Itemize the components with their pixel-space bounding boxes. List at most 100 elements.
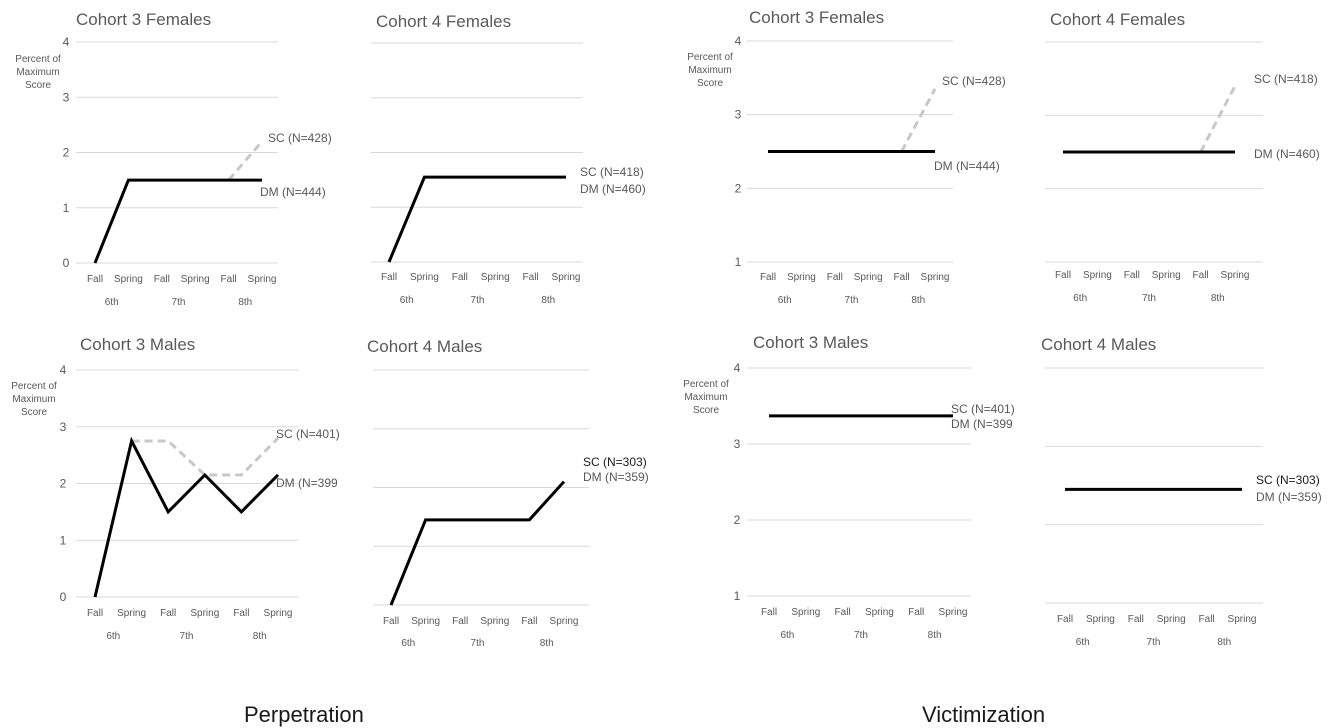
chart-title: Cohort 4 Females — [1050, 10, 1185, 29]
x-tick-label: Fall — [221, 274, 237, 285]
y-axis-label: Maximum — [12, 394, 55, 405]
x-tick-label: Fall — [233, 608, 249, 619]
y-axis-label: Score — [697, 78, 724, 89]
sc-series-line — [131, 437, 280, 477]
x-tick-label: Fall — [1055, 270, 1071, 281]
sc-series-line — [227, 140, 264, 182]
y-tick-label: 4 — [63, 35, 70, 49]
dm-series-label: DM (N=444) — [934, 159, 1000, 173]
chart-title: Cohort 3 Females — [749, 8, 884, 27]
grade-label: 8th — [541, 295, 555, 306]
x-tick-label: Fall — [835, 607, 851, 618]
x-tick-label: Fall — [160, 608, 176, 619]
x-tick-label: Fall — [381, 272, 397, 283]
x-tick-label: Spring — [1157, 614, 1186, 625]
x-tick-label: Fall — [1124, 270, 1140, 281]
sc-series-label: SC (N=401) — [276, 427, 340, 441]
x-tick-label: Fall — [908, 607, 924, 618]
grade-label: 8th — [1211, 293, 1225, 304]
x-tick-label: Spring — [939, 607, 968, 618]
y-axis-label: Score — [21, 407, 48, 418]
y-axis-label: Percent of — [15, 54, 61, 65]
grade-label: 6th — [778, 295, 792, 306]
grade-label: 8th — [928, 630, 942, 641]
x-tick-label: Fall — [1193, 270, 1209, 281]
x-tick-label: Spring — [921, 272, 950, 283]
x-tick-label: Spring — [787, 272, 816, 283]
sc-series-label: SC (N=303) — [1256, 473, 1320, 487]
x-tick-label: Spring — [1228, 614, 1257, 625]
dm-series-label: DM (N=444) — [260, 185, 326, 199]
x-tick-label: Fall — [894, 272, 910, 283]
sc-series-line — [1199, 85, 1237, 153]
y-tick-label: 0 — [63, 256, 70, 270]
x-tick-label: Spring — [264, 608, 293, 619]
x-tick-label: Fall — [760, 272, 776, 283]
x-tick-label: Fall — [383, 616, 399, 627]
y-tick-label: 1 — [63, 201, 70, 215]
grade-label: 7th — [180, 631, 194, 642]
x-tick-label: Spring — [114, 274, 143, 285]
grade-label: 7th — [845, 295, 859, 306]
x-tick-label: Spring — [480, 616, 509, 627]
x-tick-label: Spring — [865, 607, 894, 618]
sc-series-label: SC (N=303) — [583, 455, 647, 469]
grade-label: 7th — [172, 297, 186, 308]
y-tick-label: 3 — [734, 437, 741, 451]
grade-label: 6th — [400, 295, 414, 306]
y-axis-label: Maximum — [684, 392, 727, 403]
chart-panel-6: Cohort 4 Males Fall Spring Fall Spring Fall Sp… — [367, 337, 649, 649]
x-tick-label: Spring — [1221, 270, 1250, 281]
chart-panel-2: Cohort 4 Females Fall Spring Fall Spring Fall… — [371, 12, 646, 306]
sc-series-label: SC (N=428) — [942, 74, 1006, 88]
grade-label: 7th — [471, 295, 485, 306]
y-axis-label: Score — [25, 80, 52, 91]
dm-series-line — [93, 436, 280, 598]
y-tick-label: 1 — [734, 589, 741, 603]
x-tick-label: Fall — [523, 272, 539, 283]
chart-title: Cohort 3 Males — [753, 333, 868, 352]
y-axis-label: Score — [693, 405, 720, 416]
y-axis-label: Maximum — [16, 67, 59, 78]
y-axis-label: Percent of — [687, 52, 733, 63]
x-tick-label: Fall — [87, 274, 103, 285]
grade-label: 8th — [1217, 637, 1231, 648]
x-tick-label: Fall — [87, 608, 103, 619]
section-label-perpetration: Perpetration — [244, 702, 364, 727]
x-tick-label: Fall — [452, 616, 468, 627]
grade-label: 8th — [911, 295, 925, 306]
chart-title: Cohort 3 Females — [76, 10, 211, 29]
grade-label: 7th — [1142, 293, 1156, 304]
sc-series-line — [900, 88, 937, 153]
chart-title: Cohort 4 Females — [376, 12, 511, 31]
dm-series-line — [389, 480, 566, 606]
dm-series-line — [93, 178, 262, 264]
x-tick-label: Spring — [481, 272, 510, 283]
x-tick-label: Spring — [190, 608, 219, 619]
y-axis-label: Percent of — [683, 379, 729, 390]
dm-series-label: DM (N=399 — [276, 476, 338, 490]
y-tick-label: 1 — [60, 533, 67, 547]
sc-series-label: SC (N=428) — [268, 131, 332, 145]
grade-label: 6th — [401, 638, 415, 649]
grade-label: 6th — [105, 297, 119, 308]
chart-title: Cohort 4 Males — [1041, 335, 1156, 354]
y-tick-label: 4 — [734, 361, 741, 375]
x-tick-label: Spring — [117, 608, 146, 619]
section-label-victimization: Victimization — [922, 702, 1046, 727]
x-tick-label: Fall — [154, 274, 170, 285]
dm-series-label: DM (N=359) — [583, 470, 649, 484]
y-tick-label: 3 — [735, 108, 742, 122]
x-tick-label: Spring — [791, 607, 820, 618]
dm-series-line — [387, 175, 566, 263]
x-tick-label: Spring — [552, 272, 581, 283]
dm-series-label: DM (N=399 — [951, 417, 1013, 431]
chart-panel-4: Cohort 4 Females Fall Spring Fall Spring Fall… — [1045, 10, 1320, 304]
x-tick-label: Fall — [761, 607, 777, 618]
dm-series-label: DM (N=460) — [1254, 147, 1320, 161]
y-tick-label: 2 — [734, 513, 741, 527]
x-tick-label: Fall — [1199, 614, 1215, 625]
